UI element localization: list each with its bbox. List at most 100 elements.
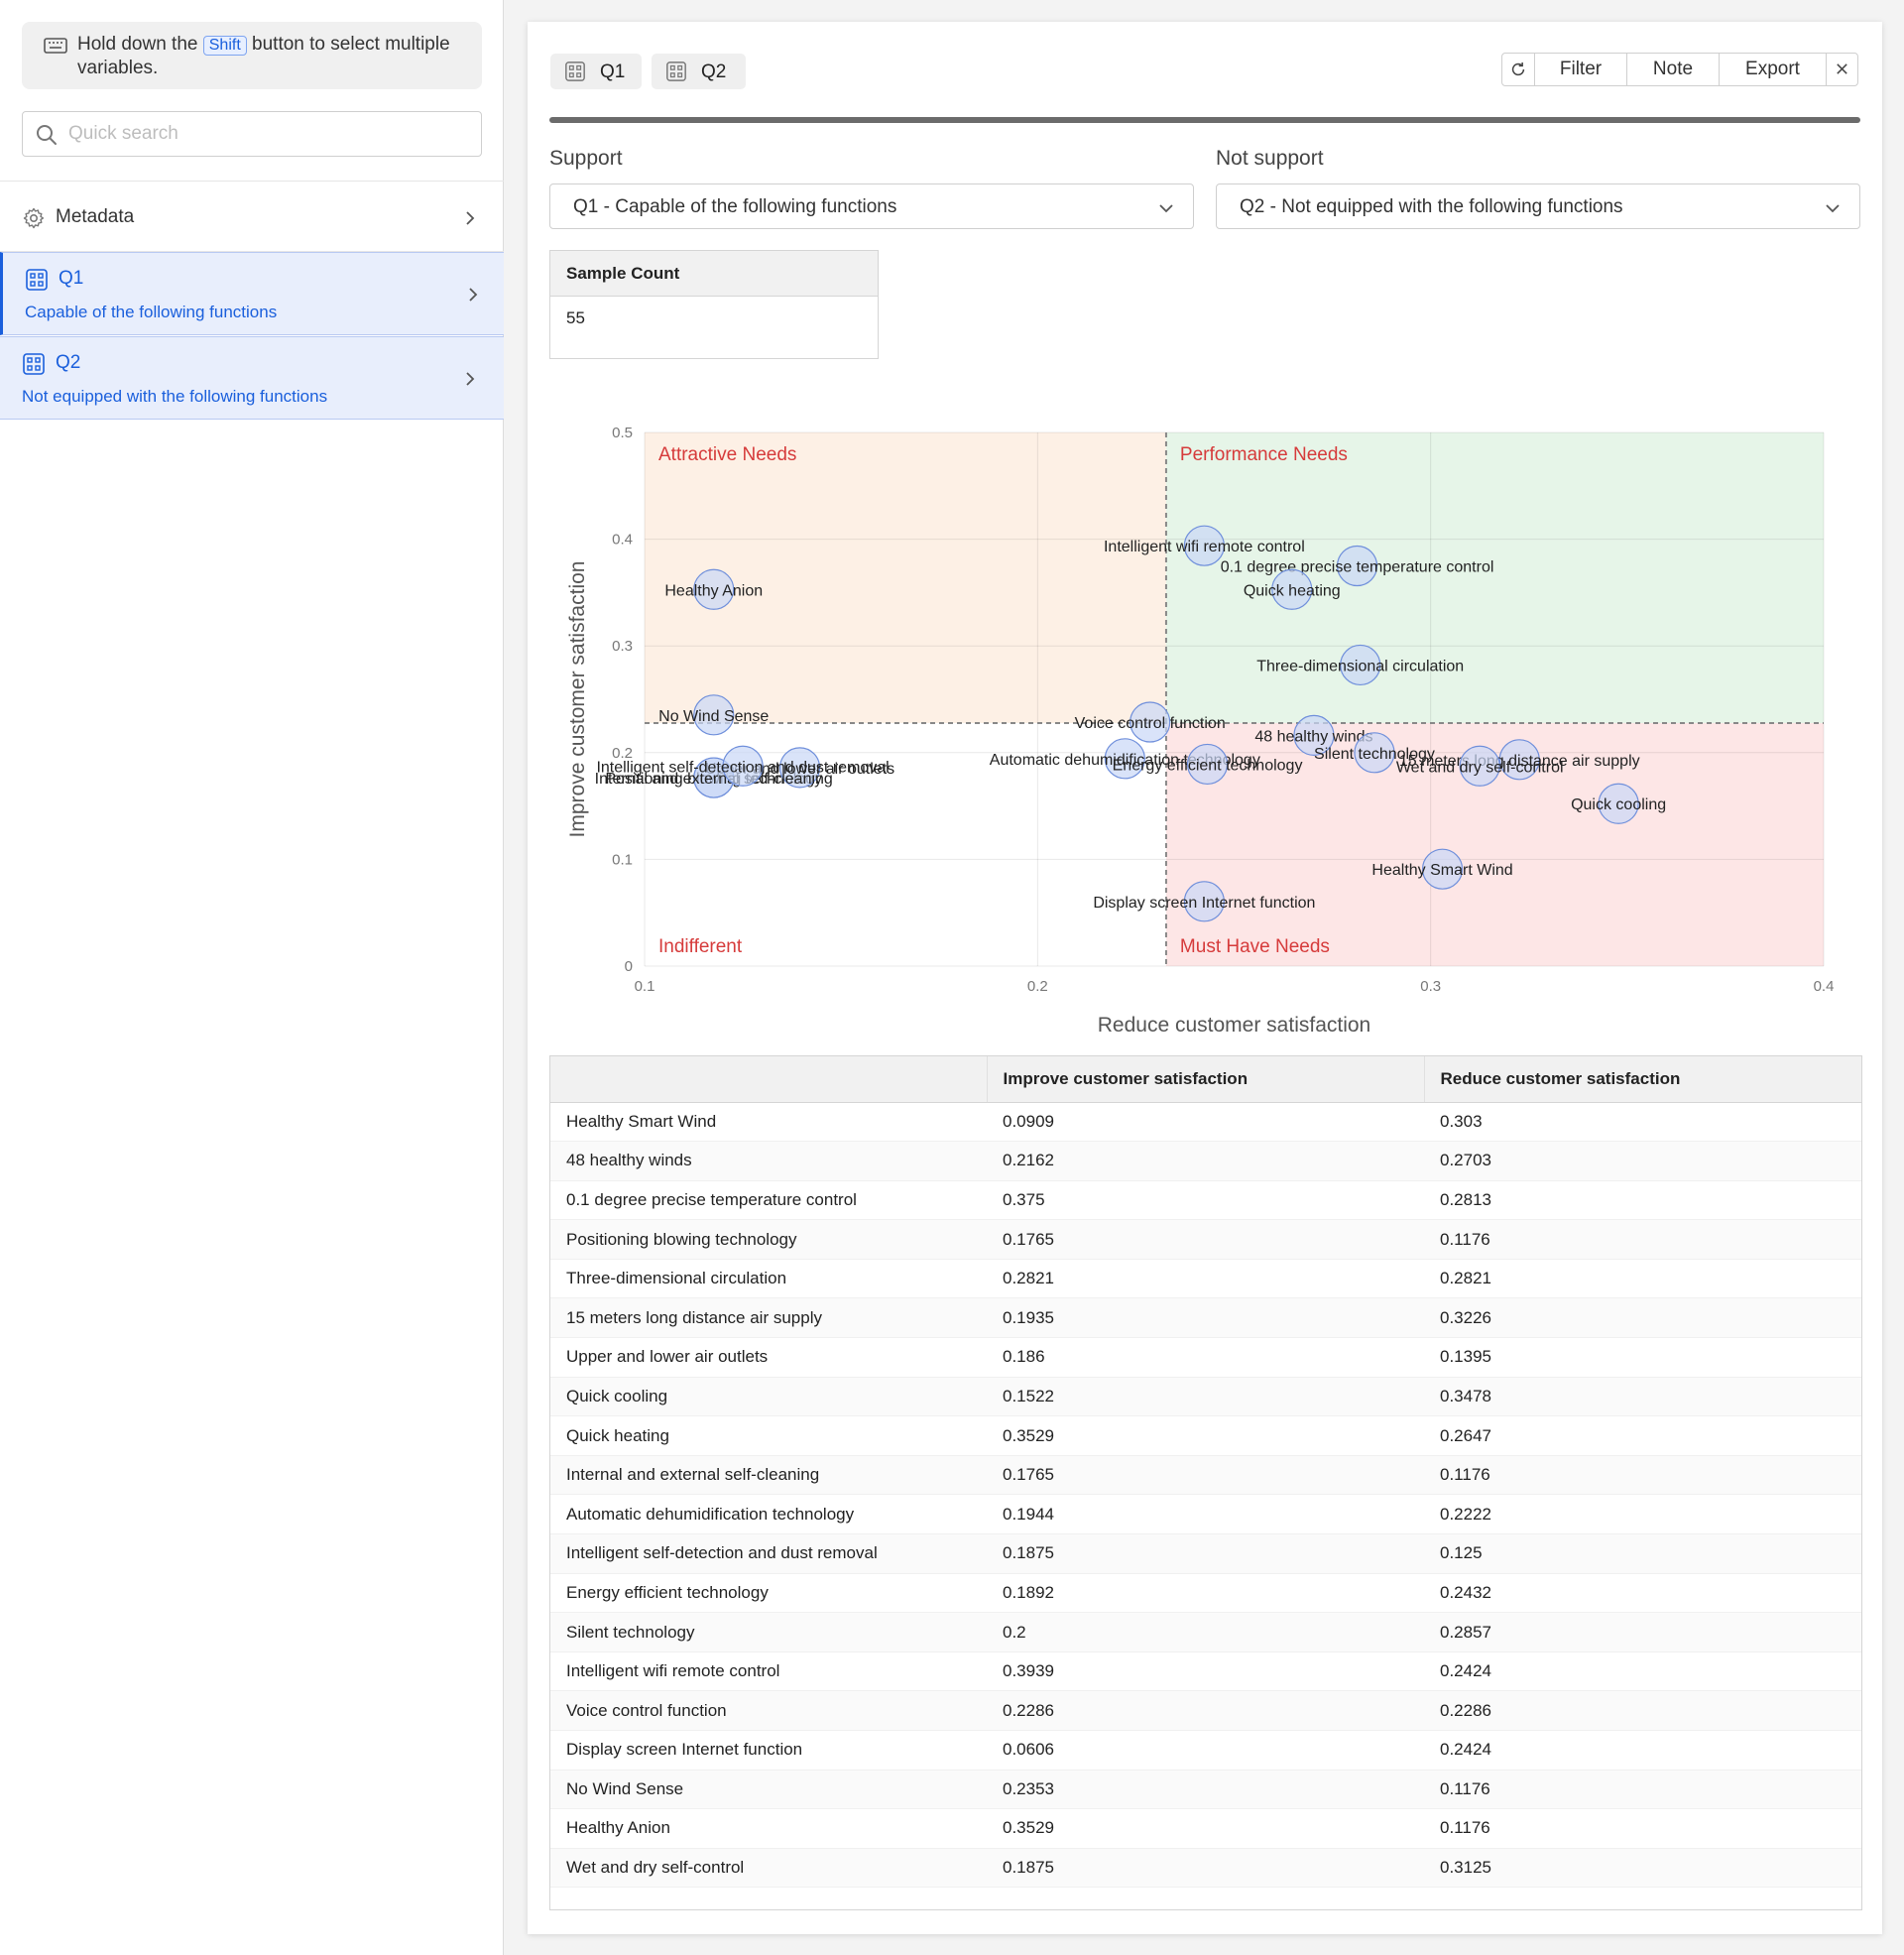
table-cell: Positioning blowing technology	[550, 1219, 987, 1260]
table-row: Intelligent wifi remote control 0.3939 0.2…	[550, 1651, 1861, 1692]
export-button[interactable]: Export	[1720, 54, 1827, 85]
shift-hint: Hold down the Shift button to select mul…	[22, 22, 482, 89]
note-button[interactable]: Note	[1627, 54, 1720, 85]
filter-button[interactable]: Filter	[1535, 54, 1627, 85]
y-tick-label: 0.4	[612, 532, 633, 549]
sidebar-item-q2[interactable]: Q2 Not equipped with the following funct…	[0, 336, 504, 420]
data-point	[1183, 525, 1225, 566]
table-cell: Silent technology	[550, 1612, 987, 1652]
data-point	[1293, 714, 1335, 756]
divider	[0, 181, 504, 182]
table-cell: 0.375	[987, 1180, 1424, 1221]
table-row: Positioning blowing technology 0.1765 0.11…	[550, 1219, 1861, 1260]
close-button[interactable]	[1827, 54, 1857, 85]
table-cell: 0.2	[987, 1612, 1424, 1652]
table-cell: 0.2222	[1424, 1494, 1861, 1535]
table-cell: 0.1875	[987, 1848, 1424, 1889]
table-row: Voice control function 0.2286 0.2286	[550, 1690, 1861, 1731]
data-point	[693, 568, 735, 610]
table-row: 15 meters long distance air supply 0.1935…	[550, 1297, 1861, 1339]
y-tick-label: 0	[625, 958, 633, 975]
table-cell: 0.3226	[1424, 1297, 1861, 1339]
data-point	[1340, 644, 1381, 686]
not-support-select[interactable]: Q2 - Not equipped with the following fun…	[1216, 183, 1860, 229]
table-cell: 0.2432	[1424, 1573, 1861, 1614]
table-cell: Internal and external self-cleaning	[550, 1455, 987, 1496]
point-label: Energy efficient technology	[1113, 757, 1303, 774]
table-cell: Energy efficient technology	[550, 1573, 987, 1614]
table-cell: 0.1176	[1424, 1455, 1861, 1496]
search-input[interactable]	[68, 120, 465, 148]
table-cell: 0.1765	[987, 1219, 1424, 1260]
data-point	[1336, 545, 1378, 587]
table-cell: 0.2286	[1424, 1690, 1861, 1731]
table-cell: Upper and lower air outlets	[550, 1337, 987, 1378]
support-select[interactable]: Q1 - Capable of the following functions	[549, 183, 1194, 229]
table-cell: Display screen Internet function	[550, 1730, 987, 1771]
chevron-right-icon	[466, 211, 475, 225]
table-body: Healthy Smart Wind 0.0909 0.303 48 healthy …	[550, 1102, 1861, 1889]
quadrant-label: Attractive Needs	[658, 444, 796, 465]
column-header[interactable]: Improve customer satisfaction	[986, 1056, 1424, 1103]
table-cell: Wet and dry self-control	[550, 1848, 987, 1889]
metadata-item[interactable]: Metadata	[0, 198, 504, 238]
quadrant-label: Must Have Needs	[1180, 936, 1330, 957]
question-grid-icon	[565, 61, 585, 81]
column-header[interactable]	[550, 1056, 987, 1103]
point-label: Healthy Anion	[664, 582, 763, 599]
table-cell: 0.1892	[987, 1573, 1424, 1614]
table-cell: 0.1395	[1424, 1337, 1861, 1378]
analysis-panel: Q1 Q2 Filter Note Export Support Q	[528, 22, 1882, 1934]
kano-chart: 0.1 0.2 0.3 0.4 0 0.1 0.2 0.3 0.4 0.5 Attractive N…	[547, 389, 1876, 1043]
chevron-down-icon	[1826, 204, 1840, 213]
table-cell: Quick heating	[550, 1415, 987, 1456]
table-cell: Voice control function	[550, 1690, 987, 1731]
data-point	[1271, 568, 1313, 610]
table-cell: 0.1522	[987, 1377, 1424, 1417]
sample-count-table: Sample Count 55	[549, 250, 879, 359]
sidebar: Hold down the Shift button to select mul…	[0, 0, 504, 1955]
tab-q2[interactable]: Q2	[652, 54, 746, 89]
results-table: Improve customer satisfaction Reduce cust…	[549, 1055, 1862, 1910]
question-name: Q2	[56, 352, 81, 373]
table-cell: 0.2162	[987, 1141, 1424, 1181]
table-cell: 48 healthy winds	[550, 1141, 987, 1181]
sample-count-header: Sample Count	[550, 251, 878, 297]
column-header[interactable]: Reduce customer satisfaction	[1423, 1056, 1861, 1103]
search-icon	[37, 125, 57, 145]
data-point	[1598, 783, 1639, 824]
table-row: Silent technology 0.2 0.2857	[550, 1612, 1861, 1652]
tab-q1[interactable]: Q1	[550, 54, 642, 89]
shift-key-badge: Shift	[202, 36, 247, 56]
table-cell: Quick cooling	[550, 1377, 987, 1417]
table-cell: 0.3529	[987, 1415, 1424, 1456]
table-row: No Wind Sense 0.2353 0.1176	[550, 1770, 1861, 1810]
table-row: Healthy Smart Wind 0.0909 0.303	[550, 1102, 1861, 1143]
point-label: No Wind Sense	[658, 708, 769, 725]
table-row: 0.1 degree precise temperature control 0.…	[550, 1180, 1861, 1221]
sample-count-value: 55	[566, 308, 585, 327]
point-label: Voice control function	[1075, 715, 1226, 732]
table-cell: 0.2821	[987, 1259, 1424, 1299]
table-row: Upper and lower air outlets 0.186 0.1395	[550, 1337, 1861, 1378]
table-cell: 0.2424	[1424, 1730, 1861, 1771]
sidebar-item-q1[interactable]: Q1 Capable of the following functions	[0, 252, 504, 335]
chevron-down-icon	[1159, 204, 1173, 213]
keyboard-icon	[44, 38, 67, 54]
table-cell: Intelligent wifi remote control	[550, 1651, 987, 1692]
support-select-value: Q1 - Capable of the following functions	[573, 196, 897, 217]
x-tick-label: 0.4	[1814, 978, 1835, 995]
table-cell: 0.1176	[1424, 1770, 1861, 1810]
table-cell: 0.2286	[987, 1690, 1424, 1731]
table-cell: 0.0606	[987, 1730, 1424, 1771]
tab-label: Q2	[701, 61, 727, 82]
table-cell: Healthy Smart Wind	[550, 1102, 987, 1143]
table-cell: 0.0909	[987, 1102, 1424, 1143]
data-point	[1186, 743, 1229, 786]
refresh-button[interactable]	[1502, 54, 1535, 85]
table-cell: 0.303	[1424, 1102, 1861, 1143]
question-grid-icon	[23, 353, 45, 375]
point-label: Intelligent wifi remote control	[1104, 539, 1305, 555]
point-label: Three-dimensional circulation	[1256, 658, 1464, 674]
table-cell: Three-dimensional circulation	[550, 1259, 987, 1299]
